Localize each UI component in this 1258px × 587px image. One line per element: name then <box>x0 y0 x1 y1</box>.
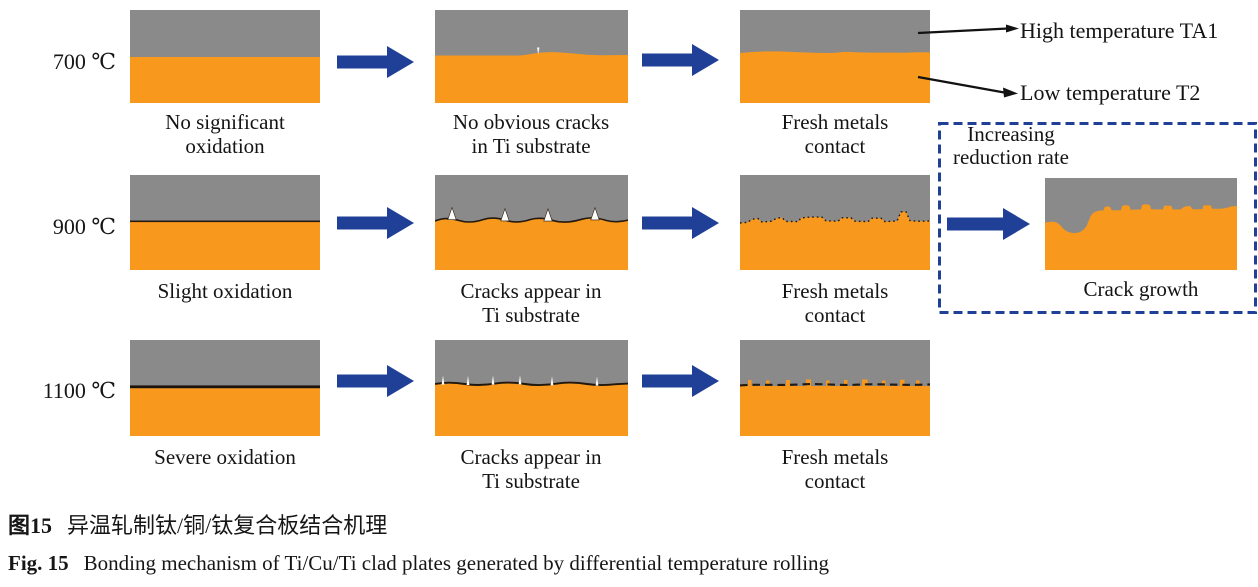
crack <box>518 375 522 385</box>
panel-900-cracks <box>435 175 628 270</box>
caption-line: Cracks appear in <box>460 279 602 303</box>
cu-layer <box>740 211 930 270</box>
oxide-layer <box>130 220 320 223</box>
crack <box>441 375 445 385</box>
caption-line: reduction rate <box>952 145 1070 169</box>
process-arrow-icon <box>947 208 1030 240</box>
temp-label-1100: 1100 ℃ <box>42 378 116 403</box>
figure-number-en: Fig. 15 <box>8 551 69 575</box>
panel-700-fresh-contact <box>740 10 930 103</box>
panel-1100-cracks <box>435 340 628 436</box>
panel-700-no-oxidation <box>130 10 320 103</box>
crack <box>543 207 553 222</box>
caption-line: Slight oxidation <box>157 279 293 303</box>
cu-layer <box>740 51 930 103</box>
micro-crack <box>537 47 540 55</box>
cu-layer <box>130 388 320 436</box>
figure-caption-en: Fig. 15 Bonding mechanism of Ti/Cu/Ti cla… <box>8 550 829 576</box>
panel-caption: Crack growth <box>1031 277 1251 301</box>
caption-line: contact <box>804 303 866 327</box>
caption-line: Ti substrate <box>482 469 580 493</box>
crack <box>595 376 599 386</box>
caption-line: Crack growth <box>1083 277 1199 301</box>
caption-line: Severe oxidation <box>154 445 296 469</box>
temp-label-900: 900 ℃ <box>52 214 116 239</box>
panel-caption: No obvious cracks in Ti substrate <box>421 110 641 158</box>
caption-line: No obvious cracks <box>452 110 610 134</box>
cu-layer <box>130 221 320 270</box>
pointer-arrow-high-temp-icon <box>917 24 1019 35</box>
high-temp-label: High temperature TA1 <box>1020 18 1219 43</box>
pointer-arrow-low-temp-icon <box>917 75 1018 98</box>
cu-layer <box>435 217 628 270</box>
cu-layer <box>435 382 628 436</box>
process-arrow-icon <box>337 46 414 78</box>
caption-line: oxidation <box>185 134 265 158</box>
caption-line: Fresh metals <box>781 110 889 134</box>
figure-caption-zh: 图15 异温轧制钛/铜/钛复合板结合机理 <box>8 513 387 539</box>
oxide-layer <box>130 385 320 389</box>
broken-oxide-line <box>740 383 930 387</box>
panel-1100-severe-oxidation <box>130 340 320 436</box>
oxide-layer <box>435 381 628 387</box>
crack <box>447 206 457 221</box>
cu-bump <box>900 379 905 387</box>
panel-caption: Fresh metals contact <box>725 279 945 327</box>
process-arrow-icon <box>642 365 719 397</box>
crack <box>590 206 600 221</box>
cu-layer <box>435 52 628 103</box>
process-arrow-icon <box>337 365 414 397</box>
panel-900-fresh-contact <box>740 175 930 270</box>
reduction-rate-label: Increasing reduction rate <box>941 123 1081 169</box>
caption-line: No significant <box>165 110 285 134</box>
caption-line: contact <box>804 134 866 158</box>
panel-caption: Cracks appear in Ti substrate <box>421 445 641 493</box>
cu-layer <box>130 57 320 103</box>
cu-bump <box>844 380 848 387</box>
process-arrow-icon <box>642 207 719 239</box>
reduction-rate-dashed-box <box>938 122 1257 314</box>
caption-line: Increasing <box>967 122 1055 146</box>
cu-bump <box>748 380 752 387</box>
caption-line: in Ti substrate <box>471 134 591 158</box>
panel-900-slight-oxidation <box>130 175 320 270</box>
panel-caption: Fresh metals contact <box>725 110 945 158</box>
panel-caption: Fresh metals contact <box>725 445 945 493</box>
panel-caption: Severe oxidation <box>115 445 335 469</box>
cu-layer <box>1045 204 1237 270</box>
crack <box>500 207 510 222</box>
panel-crack-growth <box>1045 178 1237 270</box>
caption-line: contact <box>804 469 866 493</box>
cu-bump <box>862 379 868 387</box>
broken-oxide-line <box>740 211 930 224</box>
panel-1100-fresh-contact <box>740 340 930 436</box>
process-arrow-icon <box>337 207 414 239</box>
crack <box>466 375 470 385</box>
panel-caption: No significant oxidation <box>115 110 335 158</box>
cu-bump <box>786 380 790 387</box>
caption-line: Fresh metals <box>781 279 889 303</box>
panel-caption: Slight oxidation <box>115 279 335 303</box>
cu-layer <box>740 386 930 436</box>
crack <box>550 376 554 386</box>
caption-line: Ti substrate <box>482 303 580 327</box>
low-temp-label: Low temperature T2 <box>1020 80 1201 105</box>
caption-line: Fresh metals <box>781 445 889 469</box>
panel-caption: Cracks appear in Ti substrate <box>421 279 641 327</box>
figure-title-en: Bonding mechanism of Ti/Cu/Ti clad plate… <box>83 551 830 575</box>
crack <box>491 375 495 385</box>
figure-title-zh: 异温轧制钛/铜/钛复合板结合机理 <box>67 513 388 538</box>
temp-label-700: 700 ℃ <box>52 49 116 74</box>
figure-number-zh: 图15 <box>8 513 53 538</box>
panel-700-no-cracks <box>435 10 628 103</box>
caption-line: Cracks appear in <box>460 445 602 469</box>
process-arrow-icon <box>642 44 719 76</box>
